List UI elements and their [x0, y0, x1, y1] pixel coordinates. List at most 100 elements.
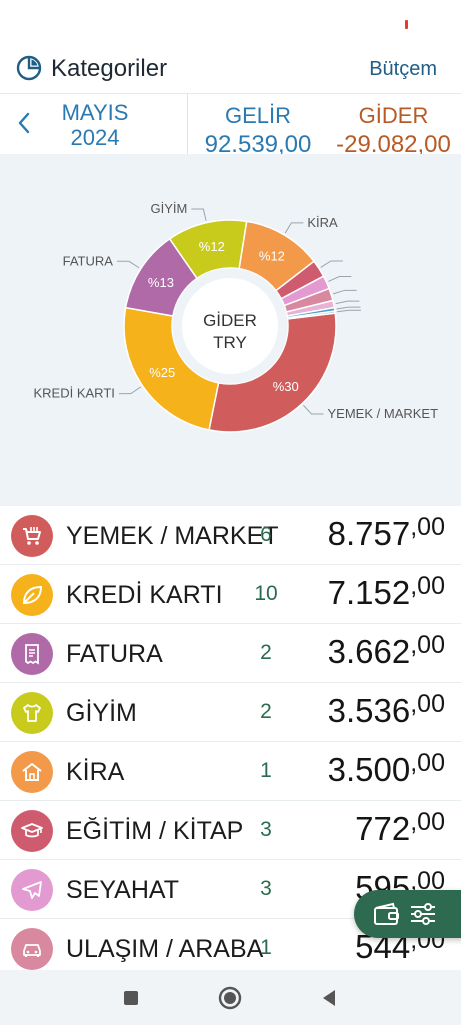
category-row[interactable]: EĞİTİM / KİTAP 3 772,00 — [0, 801, 461, 860]
slice-percent-label: %12 — [259, 249, 285, 264]
category-name: EĞİTİM / KİTAP — [66, 817, 244, 845]
pie-chart-icon — [16, 55, 42, 81]
period-selector[interactable]: MAYIS 2024 — [52, 100, 138, 150]
transaction-count: 3 — [260, 877, 272, 900]
amount-decimal: ,00 — [410, 749, 445, 777]
transaction-count: 1 — [260, 759, 272, 782]
transaction-count: 10 — [254, 582, 278, 605]
home-button-icon[interactable] — [218, 986, 242, 1010]
slice-leader-line — [303, 404, 324, 415]
sliders-icon — [411, 903, 435, 925]
amount-integer: 3.536 — [327, 692, 411, 729]
expense-amount: -29.082,00 — [336, 131, 451, 154]
amount-decimal: ,00 — [410, 690, 445, 718]
chevron-left-icon[interactable] — [12, 110, 36, 136]
budget-link[interactable]: Bütçem — [369, 58, 437, 80]
home-icon — [22, 763, 42, 781]
transaction-count: 6 — [260, 523, 272, 546]
divider — [187, 94, 188, 154]
leaf-icon — [22, 585, 43, 605]
donut-hole — [182, 278, 278, 374]
back-icon[interactable] — [317, 986, 341, 1010]
shirt-icon — [23, 704, 41, 722]
slice-percent-label: %12 — [199, 239, 225, 254]
category-amount: 3.500,00 — [327, 749, 445, 789]
car-icon — [23, 944, 41, 957]
slice-leader-line — [335, 300, 360, 305]
slice-leader-line — [336, 306, 361, 310]
system-nav-bar — [0, 970, 461, 1025]
expense-donut-chart[interactable]: %30 %25 %13 %12 %12 YEMEK / MARKET KREDİ KART… — [0, 154, 461, 506]
wallet-icon — [374, 902, 399, 925]
category-name: GİYİM — [66, 699, 137, 727]
slice-leader-line — [118, 386, 142, 395]
category-icon-badge — [11, 751, 53, 793]
category-amount: 772,00 — [355, 808, 445, 848]
center-label-line2: TRY — [213, 333, 247, 352]
slice-category-label: KREDİ KARTI — [33, 386, 114, 401]
category-amount: 8.757,00 — [327, 513, 445, 553]
amount-integer: 3.500 — [327, 751, 411, 788]
slice-leader-line — [332, 289, 357, 295]
category-amount: 7.152,00 — [327, 572, 445, 612]
category-row[interactable]: KİRA 1 3.500,00 — [0, 742, 461, 801]
amount-integer: 3.662 — [327, 633, 411, 670]
transaction-count: 1 — [260, 936, 272, 959]
category-icon-badge — [11, 515, 53, 557]
category-amount: 3.662,00 — [327, 631, 445, 671]
amount-integer: 7.152 — [327, 574, 411, 611]
expense-label: GİDER — [358, 103, 429, 128]
amount-integer: 8.757 — [327, 515, 411, 552]
slice-leader-line — [191, 208, 207, 221]
slice-leader-line — [116, 260, 140, 269]
period-month: MAYIS — [61, 100, 129, 125]
slice-category-label: YEMEK / MARKET — [328, 406, 439, 421]
status-indicator — [405, 20, 408, 29]
amount-integer: 772 — [355, 810, 411, 847]
app-header: Kategoriler Bütçem — [0, 44, 461, 94]
slice-leader-line — [336, 309, 361, 313]
page-title: Kategoriler — [51, 55, 168, 82]
period-summary: MAYIS 2024 GELİR 92.539,00 GİDER -29.082… — [0, 94, 461, 154]
category-row[interactable]: ULAŞIM / ARABA 1 544,00 — [0, 919, 461, 970]
status-bar — [0, 0, 461, 44]
category-icon-badge — [11, 869, 53, 911]
category-name: KİRA — [66, 758, 125, 786]
slice-leader-line — [328, 276, 352, 282]
income-summary[interactable]: GELİR 92.539,00 — [188, 103, 328, 155]
recents-icon[interactable] — [119, 986, 143, 1010]
amount-decimal: ,00 — [410, 513, 445, 541]
wallet-filter-button[interactable] — [354, 890, 461, 938]
slice-category-label: GİYİM — [151, 201, 188, 216]
slice-percent-label: %13 — [148, 275, 174, 290]
category-icon-badge — [11, 810, 53, 852]
category-icon-badge — [11, 692, 53, 734]
transaction-count: 2 — [260, 700, 272, 723]
income-label: GELİR — [224, 103, 292, 128]
cart-icon — [23, 527, 41, 545]
donut-slice[interactable] — [208, 312, 337, 433]
amount-decimal: ,00 — [410, 808, 445, 836]
category-name: YEMEK / MARKET — [66, 522, 279, 550]
period-year: 2024 — [70, 125, 120, 150]
category-name: SEYAHAT — [66, 876, 179, 904]
category-name: FATURA — [66, 640, 163, 668]
transaction-count: 3 — [260, 818, 272, 841]
category-row[interactable]: KREDİ KARTI 10 7.152,00 — [0, 565, 461, 624]
category-row[interactable]: YEMEK / MARKET 6 8.757,00 — [0, 506, 461, 565]
transaction-count: 2 — [260, 641, 272, 664]
category-amount: 3.536,00 — [327, 690, 445, 730]
amount-decimal: ,00 — [410, 631, 445, 659]
receipt-icon — [25, 644, 39, 665]
category-icon-badge — [11, 574, 53, 616]
slice-percent-label: %25 — [149, 365, 175, 380]
slice-category-label: FATURA — [63, 253, 114, 268]
category-row[interactable]: GİYİM 2 3.536,00 — [0, 683, 461, 742]
category-name: KREDİ KARTI — [66, 581, 223, 609]
slice-leader-line — [284, 222, 304, 234]
slice-leader-line — [320, 260, 343, 268]
slice-percent-label: %30 — [273, 379, 299, 394]
expense-summary[interactable]: GİDER -29.082,00 — [326, 103, 461, 155]
category-icon-badge — [11, 928, 53, 970]
category-row[interactable]: FATURA 2 3.662,00 — [0, 624, 461, 683]
